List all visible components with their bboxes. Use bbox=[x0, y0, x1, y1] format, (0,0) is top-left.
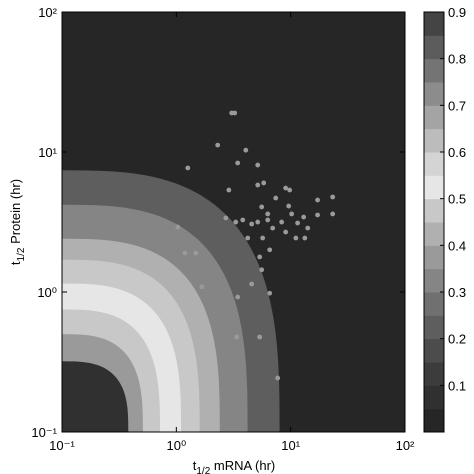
data-point bbox=[257, 254, 263, 260]
colorbar-tick-label: 0.1 bbox=[448, 378, 466, 393]
data-point bbox=[240, 217, 246, 223]
data-point bbox=[234, 334, 240, 340]
colorbar-tick-label: 0.7 bbox=[448, 98, 466, 113]
colorbar-swatch bbox=[424, 128, 444, 153]
colorbar-swatch bbox=[424, 35, 444, 60]
colorbar-swatch bbox=[424, 152, 444, 176]
y-label-rest: Protein (hr) bbox=[8, 179, 23, 248]
data-point bbox=[245, 235, 251, 241]
colorbar-swatch bbox=[424, 222, 444, 246]
data-point bbox=[283, 185, 289, 191]
x-tick-label: 10¹ bbox=[281, 438, 300, 453]
data-point bbox=[265, 211, 271, 217]
data-point bbox=[193, 250, 199, 256]
colorbar-swatch bbox=[424, 198, 444, 223]
data-point bbox=[315, 197, 320, 203]
data-point bbox=[279, 219, 285, 225]
data-point bbox=[255, 162, 261, 168]
data-point bbox=[330, 211, 336, 217]
colorbar-swatch bbox=[424, 245, 444, 270]
colorbar-swatch bbox=[424, 268, 444, 293]
colorbar-swatch bbox=[424, 12, 444, 36]
x-tick-label: 10⁻¹ bbox=[49, 438, 75, 453]
x-tick-label: 10² bbox=[396, 438, 415, 453]
data-point bbox=[287, 187, 293, 193]
colorbar-swatch bbox=[424, 385, 444, 410]
colorbar-tick-label: 0.3 bbox=[448, 285, 466, 300]
colorbar-tick-label: 0.5 bbox=[448, 192, 466, 207]
data-point bbox=[293, 235, 299, 241]
data-point bbox=[182, 250, 188, 256]
data-point bbox=[301, 214, 307, 220]
data-point bbox=[233, 219, 239, 225]
data-point bbox=[249, 281, 255, 287]
data-point bbox=[235, 294, 241, 300]
colorbar-swatch bbox=[424, 105, 444, 130]
plot-frame bbox=[61, 11, 406, 433]
data-point bbox=[330, 194, 336, 200]
data-point bbox=[289, 211, 295, 217]
data-point bbox=[259, 267, 265, 273]
data-point bbox=[215, 142, 221, 148]
data-point bbox=[315, 212, 320, 218]
colorbar-swatch bbox=[424, 408, 444, 433]
data-point bbox=[267, 247, 273, 253]
data-point bbox=[267, 290, 273, 296]
colorbar-swatch bbox=[424, 82, 444, 106]
colorbar-swatch bbox=[424, 362, 444, 386]
y-tick-label: 10⁻¹ bbox=[31, 425, 57, 440]
data-point bbox=[235, 160, 241, 166]
y-tick-label: 10² bbox=[38, 5, 57, 20]
colorbar-swatch bbox=[424, 292, 444, 316]
colorbar-swatch bbox=[424, 338, 444, 363]
y-label-sub: 1/2 bbox=[16, 247, 27, 261]
data-point bbox=[232, 110, 238, 116]
data-point bbox=[243, 147, 249, 153]
data-point bbox=[260, 235, 266, 241]
y-axis-label: t1/2 Protein (hr) bbox=[8, 179, 27, 265]
data-point bbox=[286, 203, 292, 209]
colorbar-tick-label: 0.4 bbox=[448, 238, 466, 253]
data-point bbox=[175, 224, 181, 230]
x-label-main: t bbox=[193, 458, 197, 473]
data-point bbox=[273, 195, 279, 201]
data-point bbox=[255, 219, 261, 225]
data-point bbox=[223, 215, 229, 221]
y-tick-label: 10⁰ bbox=[37, 285, 57, 300]
data-point bbox=[302, 235, 308, 241]
x-axis-label: t1/2 mRNA (hr) bbox=[193, 458, 276, 474]
data-point bbox=[275, 375, 281, 381]
data-point bbox=[295, 220, 301, 226]
colorbar-swatch bbox=[424, 315, 444, 340]
x-tick-label: 10⁰ bbox=[166, 438, 186, 453]
plot-area bbox=[62, 12, 405, 432]
data-point bbox=[249, 221, 255, 227]
data-point bbox=[255, 182, 261, 188]
x-label-rest: mRNA (hr) bbox=[210, 458, 275, 473]
data-point bbox=[261, 180, 267, 186]
data-point bbox=[259, 204, 265, 210]
data-point bbox=[305, 225, 311, 231]
data-point bbox=[283, 229, 289, 235]
contour-band bbox=[62, 361, 129, 432]
colorbar-tick-label: 0.9 bbox=[448, 5, 466, 20]
data-point bbox=[257, 334, 263, 340]
colorbar-tick-label: 0.6 bbox=[448, 145, 466, 160]
data-point bbox=[226, 187, 232, 193]
data-point bbox=[185, 165, 191, 171]
data-point bbox=[270, 225, 276, 231]
y-tick-label: 10¹ bbox=[38, 145, 57, 160]
colorbar-swatch bbox=[424, 58, 444, 83]
data-point bbox=[265, 217, 271, 223]
y-label-main: t bbox=[8, 261, 23, 265]
colorbar-swatch bbox=[424, 175, 444, 200]
x-label-sub: 1/2 bbox=[196, 466, 210, 474]
colorbar-tick-label: 0.8 bbox=[448, 52, 466, 67]
data-point bbox=[199, 284, 205, 290]
colorbar-tick-label: 0.2 bbox=[448, 332, 466, 347]
colorbar-frame bbox=[423, 11, 445, 433]
